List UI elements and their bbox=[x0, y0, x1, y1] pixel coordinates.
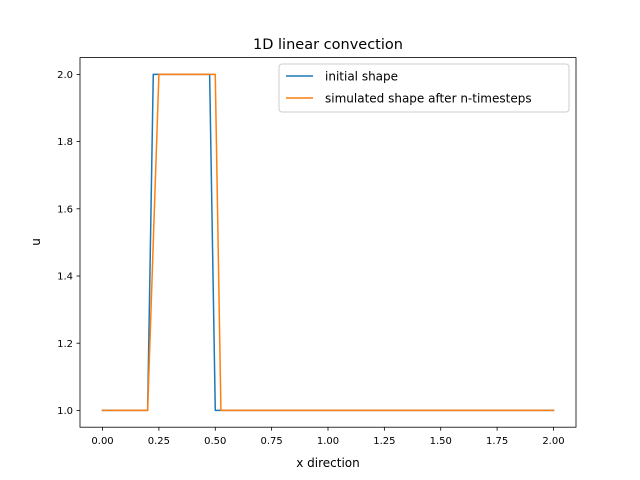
y-axis-label: u bbox=[29, 238, 43, 246]
x-tick-label: 1.25 bbox=[373, 436, 395, 447]
y-tick-label: 2.0 bbox=[57, 70, 73, 81]
x-tick-label: 0.25 bbox=[148, 436, 170, 447]
x-tick-label: 0.75 bbox=[261, 436, 283, 447]
x-axis-label: x direction bbox=[296, 456, 360, 470]
legend: initial shape simulated shape after n-tim… bbox=[278, 63, 570, 113]
legend-label-2: simulated shape after n-timesteps bbox=[325, 91, 532, 105]
legend-label-1: initial shape bbox=[325, 69, 398, 83]
y-tick-label: 1.4 bbox=[57, 272, 73, 283]
x-tick-label: 1.00 bbox=[317, 436, 339, 447]
x-tick-label: 1.50 bbox=[430, 436, 452, 447]
x-axis-ticks: 0.00 0.25 0.50 0.75 1.00 1.25 1.50 1.75 2.00 bbox=[91, 427, 565, 447]
x-tick-label: 1.75 bbox=[486, 436, 508, 447]
x-tick-label: 0.50 bbox=[204, 436, 226, 447]
y-tick-label: 1.8 bbox=[57, 137, 73, 148]
y-tick-label: 1.0 bbox=[57, 406, 73, 417]
y-tick-label: 1.6 bbox=[57, 204, 73, 215]
x-tick-label: 2.00 bbox=[542, 436, 564, 447]
y-axis-ticks: 1.0 1.2 1.4 1.6 1.8 2.0 bbox=[57, 70, 80, 417]
x-tick-label: 0.00 bbox=[91, 436, 113, 447]
series-layer bbox=[101, 73, 555, 412]
y-tick-label: 1.2 bbox=[57, 339, 73, 350]
legend-frame bbox=[278, 63, 570, 113]
series-line-2 bbox=[101, 73, 555, 412]
chart-title: 1D linear convection bbox=[253, 37, 403, 53]
